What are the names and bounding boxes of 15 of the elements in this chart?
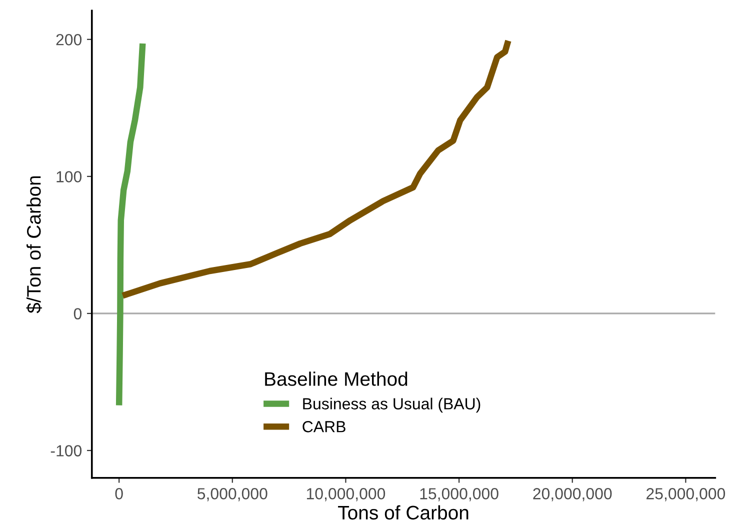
x-tick-label: 10,000,000 bbox=[306, 488, 386, 502]
y-tick-label: 0 bbox=[74, 308, 82, 320]
x-tick-label: 0 bbox=[115, 488, 123, 500]
x-tick-label: 15,000,000 bbox=[420, 488, 498, 502]
legend-label: CARB bbox=[302, 421, 346, 432]
legend-label: Business as Usual (BAU) bbox=[303, 398, 480, 413]
y-tick-label: 100 bbox=[56, 171, 82, 182]
y-tick-label: -100 bbox=[50, 445, 82, 456]
x-tick-label: 20,000,000 bbox=[533, 488, 612, 502]
x-tick-label: 25,000,000 bbox=[646, 488, 726, 502]
x-tick-label: 5,000,000 bbox=[198, 488, 268, 502]
y-tick-label: 200 bbox=[56, 34, 82, 46]
y-axis-title: $/Ton of Carbon bbox=[26, 176, 42, 314]
legend-title: Baseline Method bbox=[265, 372, 408, 386]
x-axis-title: Tons of Carbon bbox=[338, 505, 468, 520]
